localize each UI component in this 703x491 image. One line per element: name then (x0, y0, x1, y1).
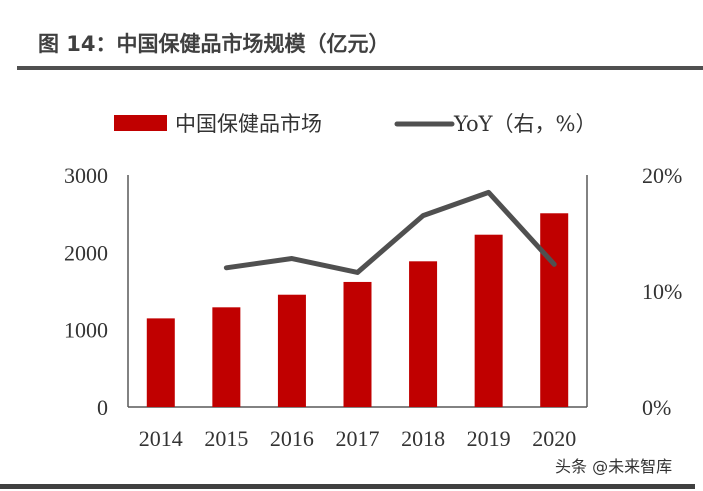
y-left-tick-label: 1000 (64, 318, 108, 343)
bottom-divider (0, 484, 695, 489)
watermark: 头条 @未来智库 (555, 457, 673, 476)
x-tick-label: 2016 (270, 426, 314, 451)
y-right-tick-label: 10% (642, 279, 682, 304)
legend-label-line: YoY（右，%） (453, 112, 597, 136)
legend-label-bar: 中国保健品市场 (175, 112, 322, 136)
legend: 中国保健品市场 YoY（右，%） (114, 112, 597, 136)
x-tick-label: 2018 (401, 426, 445, 451)
figure-title: 图 14：中国保健品市场规模（亿元） (38, 32, 390, 56)
y-left-tick-label: 3000 (64, 163, 108, 188)
x-tick-label: 2020 (532, 426, 576, 451)
x-tick-label: 2015 (204, 426, 248, 451)
title-divider (17, 66, 703, 70)
legend-swatch-bar (114, 115, 167, 131)
bar-2019 (474, 234, 503, 407)
bar-2020 (540, 213, 569, 407)
y-left-tick-label: 2000 (64, 240, 108, 265)
bar-2017 (343, 281, 372, 407)
y-right-tick-label: 0% (642, 395, 671, 420)
x-tick-label: 2019 (467, 426, 511, 451)
y-right-tick-label: 20% (642, 163, 682, 188)
bar-2015 (212, 307, 241, 407)
yoy-line (223, 189, 557, 275)
y-left-tick-label: 0 (97, 395, 108, 420)
x-tick-label: 2014 (139, 426, 183, 451)
bar-2014 (146, 318, 175, 407)
bar-2016 (277, 294, 306, 407)
bar-2018 (409, 261, 438, 407)
x-tick-label: 2017 (336, 426, 380, 451)
